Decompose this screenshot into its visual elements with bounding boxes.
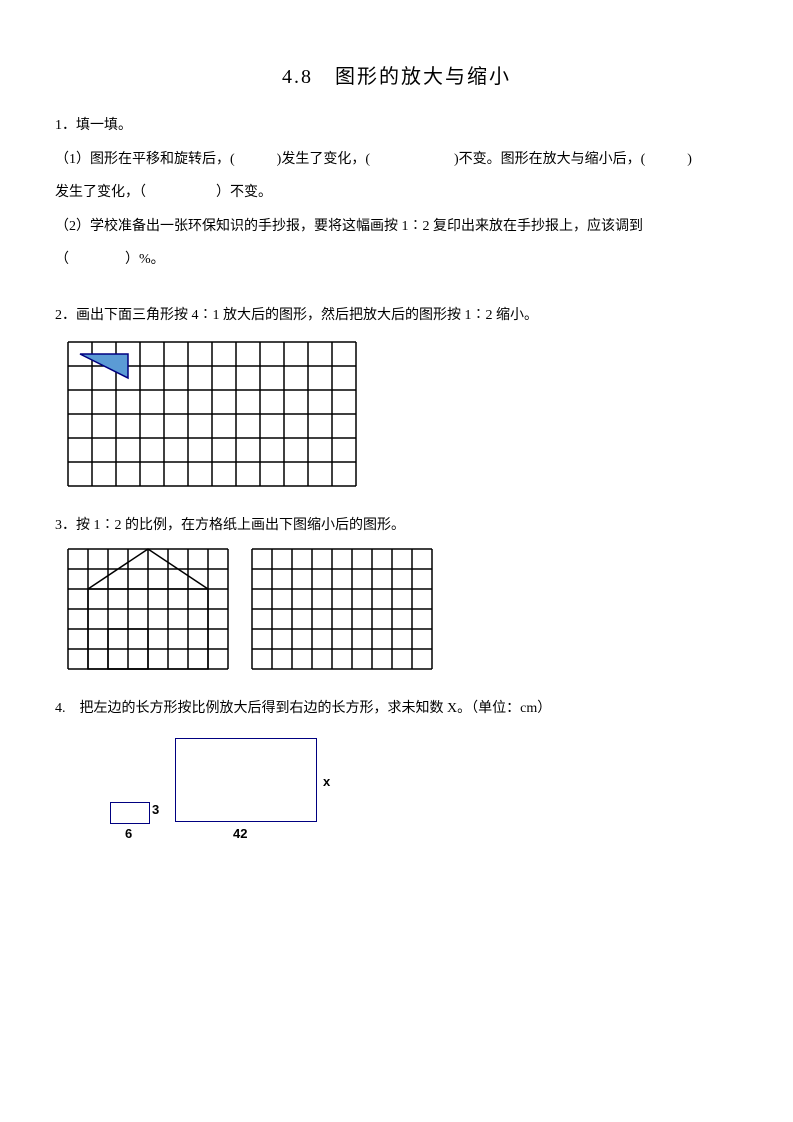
small-rectangle [110,802,150,824]
q2-grid-wrapper [55,341,738,487]
small-height-label: 3 [152,802,159,817]
q2-label: 2．画出下面三角形按 4∶1 放大后的图形，然后把放大后的图形按 1∶2 缩小。 [55,299,738,333]
q1-line2: 发生了变化，（ ）不变。 [55,176,738,210]
q2-grid [67,341,357,487]
small-width-label: 6 [125,826,132,841]
q3-grid-left [67,548,229,670]
q1-line3: （2）学校准备出一张环保知识的手抄报，要将这幅画按 1∶2 复印出来放在手抄报上… [55,210,738,244]
q4-figure: 3 6 x 42 [55,738,738,858]
q3-grid-wrapper [55,548,738,670]
q1-line1: （1）图形在平移和旋转后，( )发生了变化，( )不变。图形在放大与缩小后，( … [55,143,738,177]
q3-grid-right [251,548,433,670]
large-height-label: x [323,774,330,789]
large-width-label: 42 [233,826,247,841]
q1-label: 1．填一填。 [55,109,738,143]
large-rectangle [175,738,317,822]
page-title: 4.8 图形的放大与缩小 [55,60,738,89]
q3-label: 3．按 1∶2 的比例，在方格纸上画出下图缩小后的图形。 [55,509,738,543]
q4-label: 4. 把左边的长方形按比例放大后得到右边的长方形，求未知数 X。（单位：cm） [55,692,738,726]
q1-line4: （ ）%。 [55,243,738,277]
